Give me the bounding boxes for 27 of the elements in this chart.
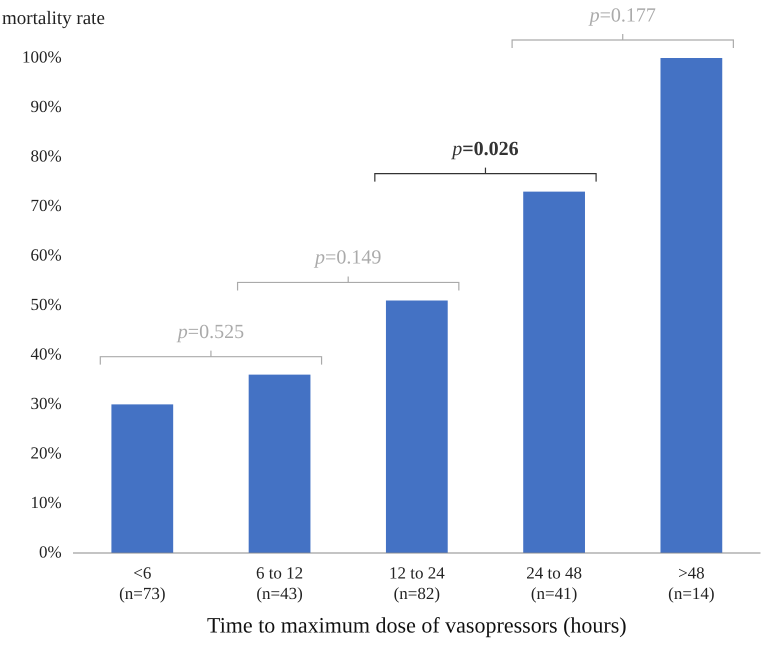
y-tick-label: 0% <box>38 542 62 562</box>
bar <box>660 58 722 553</box>
y-tick-label: 70% <box>30 196 62 215</box>
y-tick-label: 90% <box>30 96 62 116</box>
y-tick-label: 100% <box>22 47 62 66</box>
x-axis-title: Time to maximum dose of vasopressors (hours) <box>207 612 627 638</box>
text: p=0.177 <box>588 4 656 26</box>
x-tick-label: 12 to 24 (n=82) <box>388 563 446 603</box>
bar <box>523 192 585 553</box>
bar <box>248 374 310 553</box>
bar <box>386 300 448 553</box>
y-tick-label: 20% <box>30 443 62 462</box>
y-axis-title: mortality rate <box>2 8 105 30</box>
x-tick-label: <6 (n=73) <box>119 563 166 603</box>
x-tick-label: >48 (n=14) <box>668 563 715 603</box>
x-tick-label: 6 to 12 (n=43) <box>256 563 304 603</box>
y-tick-label: 60% <box>30 245 62 264</box>
x-tick-label: 24 to 48 (n=41) <box>526 563 582 603</box>
bar <box>111 404 174 553</box>
annotation: p=0.149 <box>313 246 382 269</box>
y-tick-label: 50% <box>30 294 62 314</box>
y-tick-label: 30% <box>30 394 62 413</box>
y-tick-label: 10% <box>30 492 62 512</box>
annotation: p=0.525 <box>176 320 244 343</box>
y-tick-label: 40% <box>30 344 62 364</box>
y-tick-label: 80% <box>30 146 62 166</box>
annotation: p=0.026 <box>450 138 519 160</box>
